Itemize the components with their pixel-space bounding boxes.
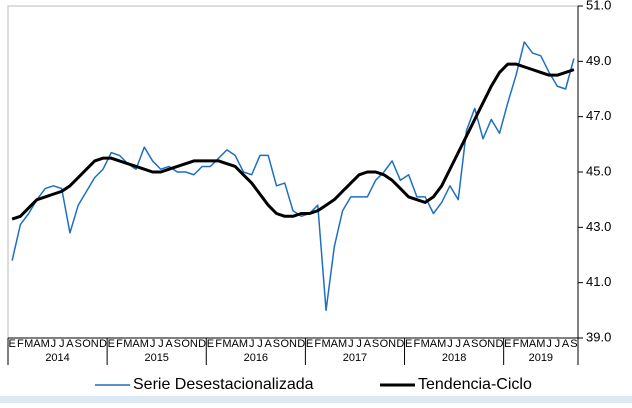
year-label: 2014	[45, 352, 69, 364]
x-tick-label: A	[463, 338, 471, 350]
y-tick-label: 47.0	[586, 108, 611, 123]
x-tick-label: J	[249, 338, 255, 350]
series-line	[11, 41, 575, 312]
x-tick-label: A	[430, 338, 438, 350]
x-tick-label: J	[158, 338, 164, 350]
x-tick-label: J	[356, 338, 362, 350]
year-label: 2015	[144, 352, 168, 364]
x-tick-label: J	[348, 338, 354, 350]
x-tick-label: J	[51, 338, 57, 350]
x-tick-label: J	[555, 338, 561, 350]
x-tick-label: E	[8, 338, 15, 350]
x-tick-label: D	[496, 338, 504, 350]
x-tick-label: N	[91, 338, 99, 350]
x-tick-label: A	[562, 338, 570, 350]
x-tick-label: M	[41, 338, 50, 350]
x-tick-label: O	[82, 338, 91, 350]
footer-band	[0, 396, 632, 403]
year-label: 2018	[442, 352, 466, 364]
x-tick-label: A	[265, 338, 273, 350]
year-label: 2017	[343, 352, 367, 364]
x-tick-label: M	[222, 338, 231, 350]
x-tick-label: M	[338, 338, 347, 350]
x-tick-label: M	[536, 338, 545, 350]
x-tick-label: J	[150, 338, 156, 350]
x-tick-label: S	[174, 338, 181, 350]
x-tick-label: A	[364, 338, 372, 350]
x-tick-label: F	[215, 338, 222, 350]
x-tick-label: S	[273, 338, 280, 350]
x-tick-label: O	[479, 338, 488, 350]
x-tick-label: A	[165, 338, 173, 350]
y-tick-label: 39.0	[586, 329, 611, 344]
x-tick-label: M	[421, 338, 430, 350]
plot-frame	[7, 5, 579, 339]
x-tick-label: D	[198, 338, 206, 350]
x-tick-label: F	[17, 338, 24, 350]
x-tick-label: O	[380, 338, 389, 350]
x-tick-label: D	[297, 338, 305, 350]
legend-label: Tendencia-Ciclo	[418, 376, 532, 393]
year-label: 2019	[529, 352, 553, 364]
x-tick-label: S	[75, 338, 82, 350]
x-tick-label: E	[306, 338, 313, 350]
x-tick-label: A	[66, 338, 74, 350]
x-tick-label: M	[24, 338, 33, 350]
x-tick-label: F	[116, 338, 123, 350]
x-tick-label: S	[570, 338, 577, 350]
x-tick-label: E	[504, 338, 511, 350]
y-tick-label: 43.0	[586, 219, 611, 234]
x-tick-label: E	[405, 338, 412, 350]
x-tick-label: A	[132, 338, 140, 350]
x-tick-label: J	[257, 338, 263, 350]
x-tick-label: F	[414, 338, 421, 350]
y-tick-label: 51.0	[586, 0, 611, 12]
series-line	[11, 62, 575, 221]
x-tick-label: F	[314, 338, 321, 350]
legend-label: Serie Desestacionalizada	[133, 376, 314, 393]
x-tick-label: A	[33, 338, 41, 350]
x-tick-label: N	[487, 338, 495, 350]
x-tick-label: M	[123, 338, 132, 350]
y-tick-label: 41.0	[586, 274, 611, 289]
x-tick-label: A	[529, 338, 537, 350]
x-tick-label: E	[108, 338, 115, 350]
x-tick-label: N	[190, 338, 198, 350]
x-tick-label: S	[372, 338, 379, 350]
x-tick-label: D	[396, 338, 404, 350]
x-tick-label: N	[289, 338, 297, 350]
x-tick-label: M	[437, 338, 446, 350]
x-tick-label: M	[321, 338, 330, 350]
x-tick-label: M	[520, 338, 529, 350]
y-tick-label: 45.0	[586, 163, 611, 178]
x-tick-label: D	[99, 338, 107, 350]
x-tick-label: O	[280, 338, 289, 350]
y-tick-label: 49.0	[586, 53, 611, 68]
x-tick-label: O	[181, 338, 190, 350]
x-tick-label: M	[239, 338, 248, 350]
x-tick-label: A	[331, 338, 339, 350]
x-tick-label: J	[447, 338, 453, 350]
x-tick-label: N	[388, 338, 396, 350]
x-tick-label: S	[471, 338, 478, 350]
year-label: 2016	[244, 352, 268, 364]
x-tick-label: J	[455, 338, 461, 350]
x-tick-label: F	[513, 338, 520, 350]
x-tick-label: A	[232, 338, 240, 350]
x-tick-label: J	[546, 338, 552, 350]
x-tick-label: M	[140, 338, 149, 350]
x-tick-label: J	[59, 338, 65, 350]
x-tick-label: E	[207, 338, 214, 350]
